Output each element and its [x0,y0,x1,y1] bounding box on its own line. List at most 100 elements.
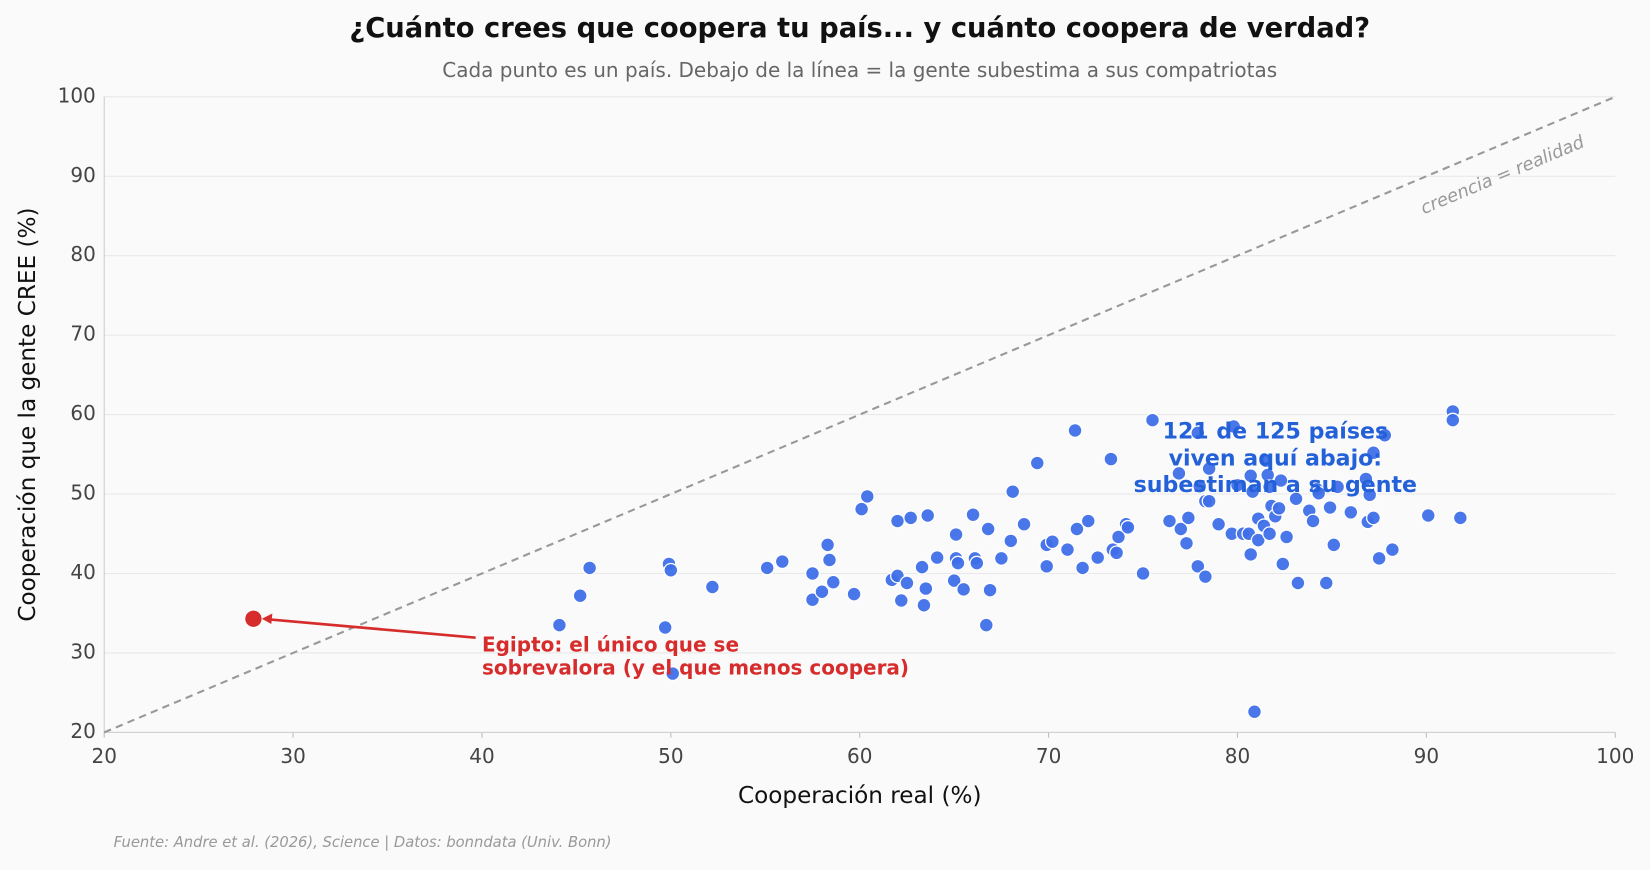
data-point [820,537,836,553]
data-point [1171,465,1187,481]
data-point [1343,504,1359,520]
data-point [1384,542,1400,558]
data-point [980,521,996,537]
data-point [920,508,936,523]
y-tick-label: 50 [70,481,95,505]
data-point [918,581,934,597]
data-point [1179,535,1194,551]
data-point [663,562,679,578]
x-tick-label: 30 [280,744,305,768]
data-point [978,617,994,633]
data-point [1243,468,1259,484]
data-point [1358,471,1374,487]
data-point [1192,478,1208,494]
data-point [950,555,966,571]
data-point [1371,550,1387,566]
data-point [1330,479,1346,495]
data-point [657,620,673,635]
reference-line [103,95,1616,734]
data-point [1250,532,1266,548]
data-point [805,592,820,608]
data-point [1201,461,1217,477]
y-tick-label: 90 [70,163,95,187]
y-axis-label: Cooperación que la gente CREE (%) [15,207,41,621]
data-point [948,527,964,543]
data-point [1318,575,1334,591]
data-point [1288,491,1304,507]
data-point [1247,704,1262,720]
data-point [1377,427,1393,443]
x-tick-label: 20 [91,744,116,768]
data-point [903,510,919,526]
data-point [965,507,981,523]
x-tick-label: 100 [1596,744,1634,768]
data-point [1044,534,1060,550]
x-tick-label: 80 [1225,744,1250,768]
data-point [1190,558,1206,574]
data-point [1190,425,1206,441]
data-point [1290,575,1306,591]
data-point [899,575,915,591]
data-point [1135,566,1151,581]
annotation-arrowhead [261,613,273,625]
data-point [551,617,567,633]
data-point [1005,484,1021,500]
data-point [572,588,588,604]
y-tick-label: 60 [70,401,95,425]
data-point [1109,545,1125,561]
chart-title: ¿Cuánto crees que coopera tu país... y c… [349,13,1370,44]
y-tick-label: 40 [70,560,95,584]
y-tick-label: 30 [70,639,95,663]
data-point [1366,510,1381,526]
data-point [846,586,862,602]
annotation-text: viven aquí abajo: [1169,445,1383,471]
data-point [1069,521,1085,537]
data-point [929,550,945,566]
data-point [1103,451,1119,467]
data-point [1273,473,1289,488]
y-tick-label: 100 [58,83,96,107]
data-point [969,555,985,571]
data-point [814,584,830,600]
x-tick-label: 40 [469,744,494,768]
annotation-arrow [268,617,476,639]
data-point [825,574,841,590]
data-point [1362,487,1378,503]
data-point [1029,455,1045,471]
data-point [1075,560,1091,576]
data-point [1243,546,1259,562]
annotation-text: Egipto: el único que se [482,633,739,657]
x-tick-label: 90 [1414,744,1439,768]
data-point [582,560,598,576]
data-point [1039,558,1055,574]
data-point [1090,550,1106,566]
data-point [1366,445,1381,461]
data-point [1201,493,1217,509]
x-tick-label: 60 [847,744,872,768]
data-point [1211,516,1227,532]
data-point [759,560,775,576]
data-point [956,581,972,597]
data-point [914,559,930,575]
data-point [704,579,720,595]
data-point [854,501,870,517]
data-point [1305,513,1321,529]
data-point [893,593,909,608]
data-point [1111,529,1126,545]
data-point [993,550,1009,566]
data-point [1145,412,1160,428]
data-point [1258,453,1274,469]
data-point [1271,500,1287,516]
data-point [822,552,837,568]
data-point [1067,423,1083,438]
data-point [890,513,905,529]
data-point [1322,500,1338,516]
highlight-point [243,609,264,629]
data-point [1120,519,1136,535]
data-point [1226,419,1242,434]
data-point [1311,485,1327,501]
data-point [805,566,820,581]
source-note: Fuente: Andre et al. (2026), Science | D… [114,834,612,851]
